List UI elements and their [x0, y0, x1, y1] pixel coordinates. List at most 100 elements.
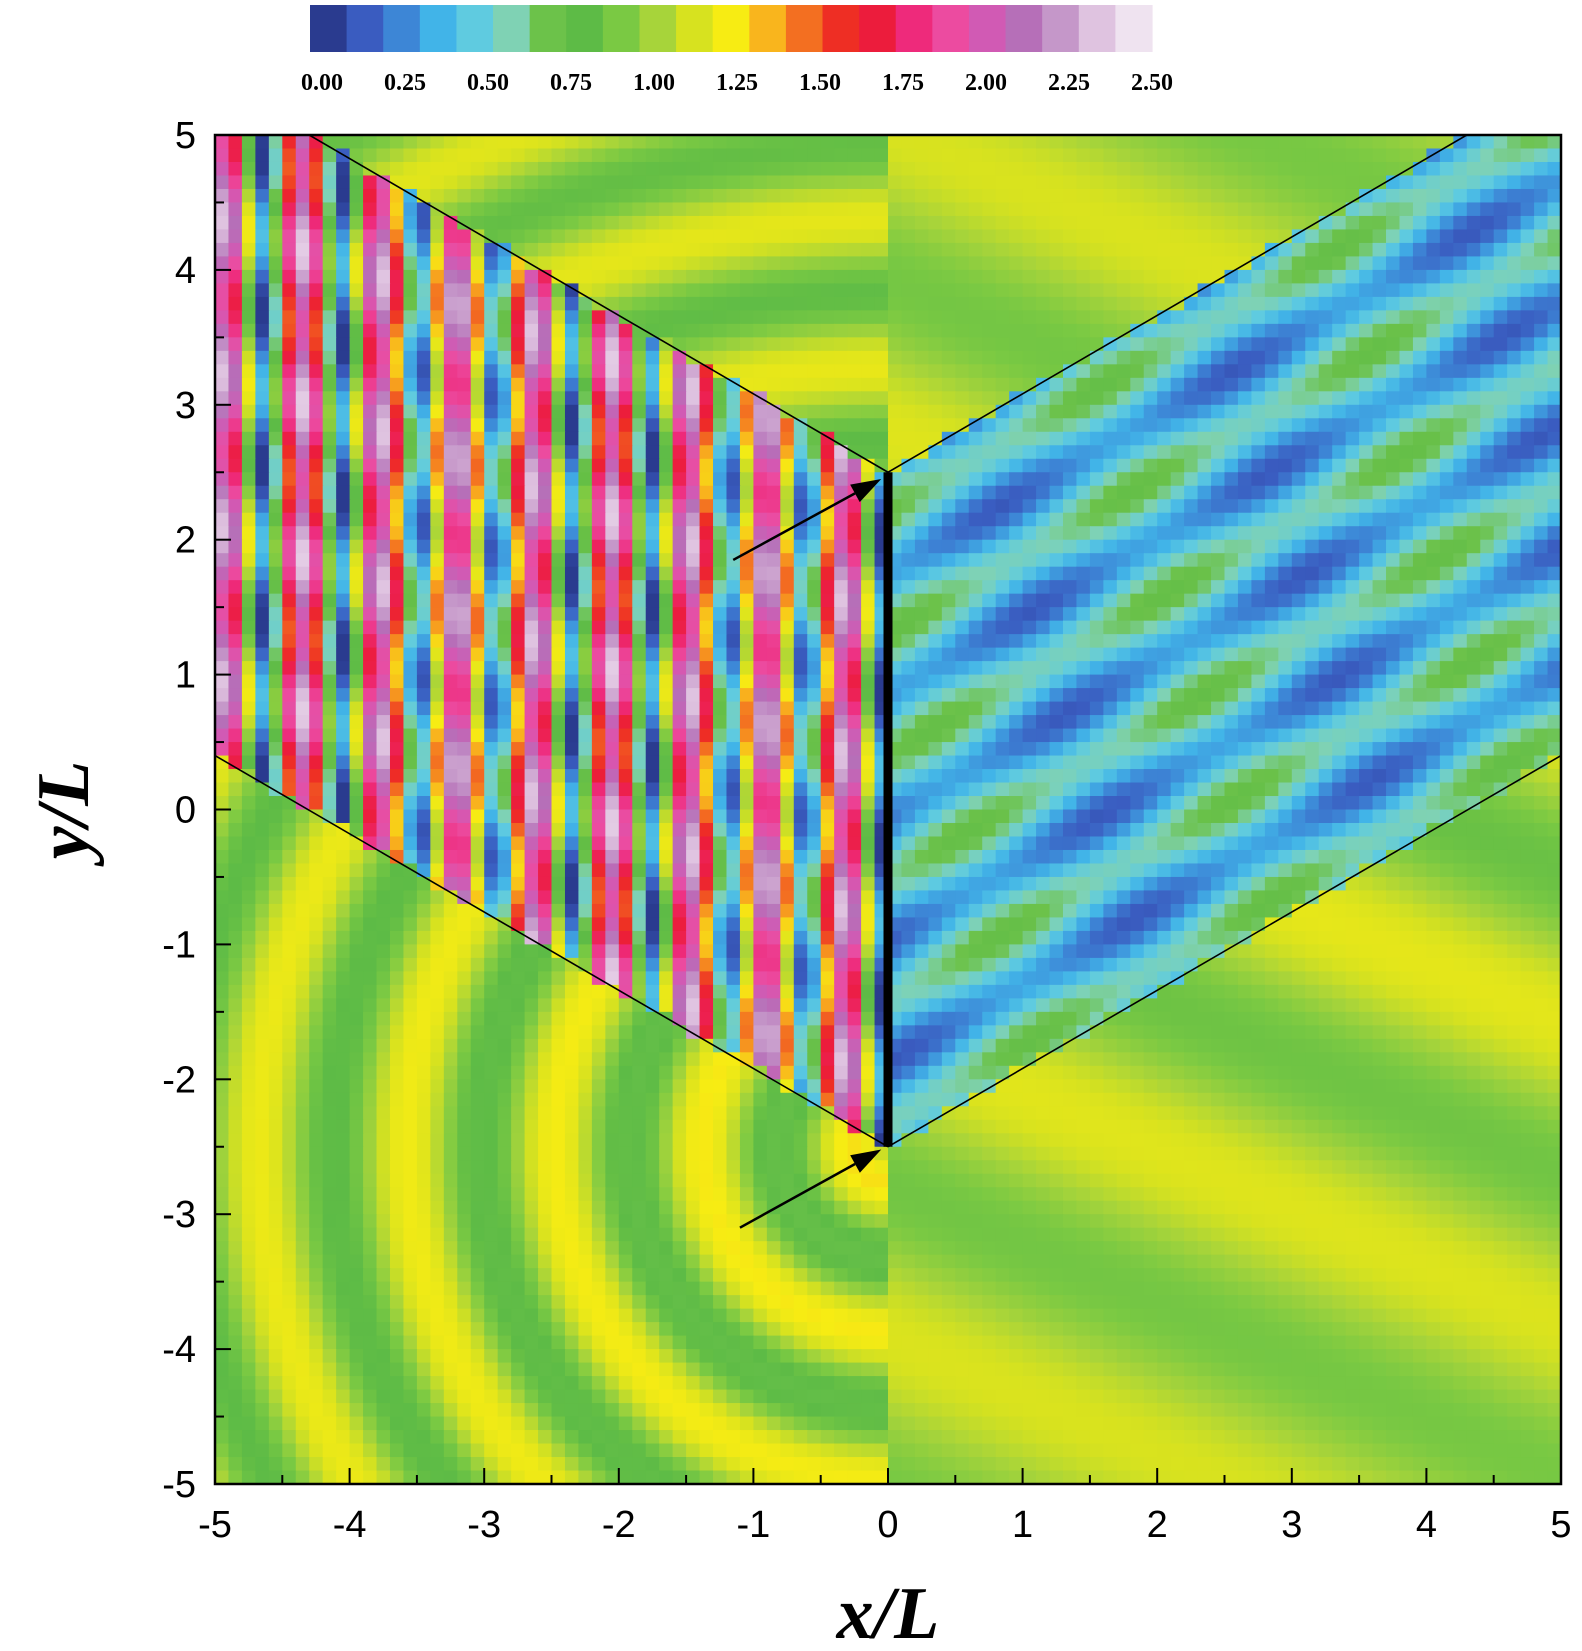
field-cell: [982, 485, 997, 500]
field-cell: [551, 661, 566, 676]
field-cell: [1453, 445, 1468, 460]
field-cell: [349, 485, 364, 500]
field-cell: [955, 620, 970, 635]
field-cell: [713, 242, 728, 258]
field-cell: [686, 175, 701, 190]
field-cell: [1264, 580, 1280, 595]
field-cell: [834, 701, 849, 716]
field-cell: [659, 175, 674, 190]
field-cell: [1305, 769, 1320, 784]
field-cell: [1211, 256, 1226, 271]
field-cell: [1224, 539, 1239, 554]
field-cell: [914, 135, 930, 150]
field-cell: [968, 296, 983, 312]
colorbar-swatch: [493, 5, 531, 52]
field-cell: [1211, 607, 1226, 622]
field-cell: [241, 755, 257, 770]
field-cell: [389, 553, 405, 568]
field-cell: [807, 755, 822, 770]
field-cell: [1278, 256, 1293, 271]
contour-field: [215, 135, 1561, 1484]
field-cell: [672, 553, 687, 568]
field-cell: [726, 769, 741, 784]
field-cell: [928, 337, 943, 352]
field-cell: [1036, 661, 1051, 676]
field-cell: [1453, 242, 1468, 258]
field-cell: [403, 728, 418, 743]
field-cell: [1197, 310, 1212, 325]
field-cell: [928, 728, 943, 743]
field-cell: [874, 215, 889, 231]
field-cell: [901, 161, 916, 177]
field-cell: [1116, 364, 1131, 379]
field-cell: [1332, 256, 1347, 271]
field-cell: [1534, 512, 1549, 527]
field-cell: [632, 404, 647, 419]
field-cell: [1278, 391, 1293, 406]
field-cell: [1157, 782, 1172, 797]
field-cell: [780, 769, 795, 784]
field-cell: [403, 701, 418, 716]
field-cell: [497, 202, 512, 217]
field-cell: [1062, 499, 1078, 514]
field-cell: [632, 593, 647, 608]
field-cell: [578, 337, 593, 352]
field-cell: [941, 701, 956, 716]
field-cell: [686, 161, 701, 177]
field-cell: [1076, 337, 1091, 352]
field-cell: [1345, 445, 1360, 460]
field-cell: [551, 728, 566, 743]
field-cell: [659, 418, 674, 433]
field-cell: [1264, 202, 1280, 217]
field-cell: [376, 323, 391, 339]
field-cell: [928, 512, 943, 527]
field-cell: [739, 350, 755, 366]
field-cell: [713, 445, 728, 460]
colorbar-swatch: [456, 5, 494, 52]
field-cell: [215, 539, 230, 554]
field-cell: [955, 283, 970, 298]
field-cell: [861, 593, 876, 608]
field-cell: [1211, 715, 1226, 730]
field-cell: [1439, 769, 1455, 784]
field-cell: [1386, 404, 1401, 419]
field-cell: [1386, 634, 1401, 649]
field-cell: [1103, 728, 1118, 743]
field-cell: [1264, 161, 1280, 177]
field-cell: [457, 512, 472, 527]
field-cell: [605, 337, 620, 352]
field-cell: [389, 593, 405, 608]
field-cell: [1116, 135, 1131, 150]
field-cell: [336, 526, 351, 541]
field-cell: [1049, 296, 1064, 312]
field-cell: [1386, 445, 1401, 460]
field-cell: [780, 715, 795, 730]
field-cell: [834, 796, 849, 811]
field-cell: [1520, 256, 1535, 271]
field-cell: [1547, 647, 1561, 662]
field-cell: [268, 526, 283, 541]
field-cell: [941, 553, 956, 568]
field-cell: [766, 472, 782, 487]
field-cell: [1278, 499, 1293, 514]
field-cell: [1264, 742, 1280, 757]
field-cell: [1412, 256, 1428, 271]
field-cell: [1453, 566, 1468, 581]
field-cell: [632, 310, 647, 325]
field-cell: [1184, 391, 1199, 406]
field-cell: [766, 580, 782, 595]
field-cell: [645, 431, 660, 446]
field-cell: [1507, 296, 1522, 312]
field-cell: [255, 607, 270, 622]
field-cell: [1547, 337, 1561, 352]
field-cell: [1036, 701, 1051, 716]
field-cell: [1116, 782, 1131, 797]
field-cell: [739, 566, 755, 581]
field-cell: [1547, 634, 1561, 649]
field-cell: [1547, 782, 1561, 797]
field-cell: [564, 135, 580, 150]
field-cell: [484, 188, 499, 204]
field-cell: [739, 391, 755, 406]
field-cell: [268, 350, 283, 366]
field-cell: [363, 269, 378, 285]
